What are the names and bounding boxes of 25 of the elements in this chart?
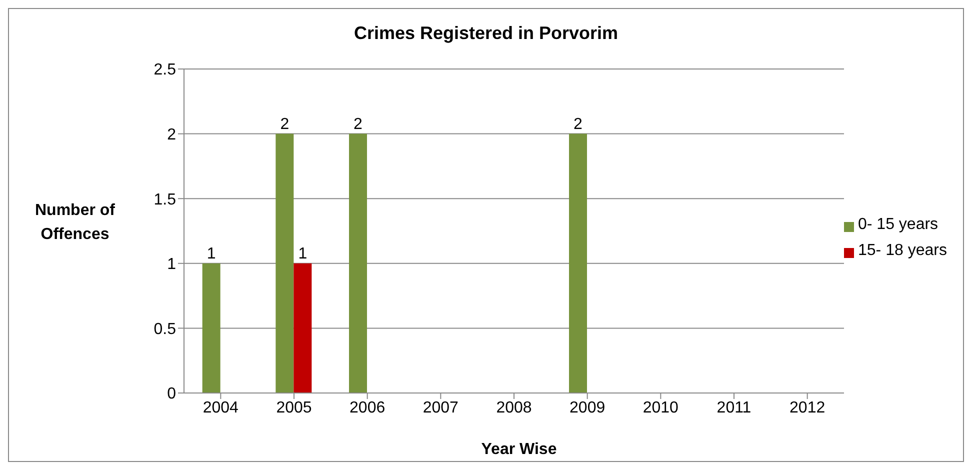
y-axis-title: Number of Offences [34, 201, 116, 245]
x-tick-label: 2010 [642, 399, 679, 416]
chart-title: Crimes Registered in Porvorim [352, 23, 620, 44]
data-label: 2 [280, 116, 290, 133]
x-tick-label: 2005 [276, 399, 312, 416]
x-tick-label: 2009 [570, 399, 606, 416]
y-tick-label: 2.5 [154, 62, 176, 79]
legend-label: 0- 15 years [858, 215, 938, 235]
y-tick-label: 0 [167, 386, 176, 403]
y-tick-label: 0.5 [154, 320, 176, 338]
data-label: 1 [298, 245, 308, 262]
y-tick-label: 2 [167, 126, 176, 144]
x-axis-title: Year Wise [480, 441, 558, 459]
y-tick-label: 1 [167, 256, 176, 274]
y-tick-label: 1.5 [154, 191, 176, 208]
x-tick-label: 2004 [202, 399, 239, 416]
x-tick-label: 2011 [716, 399, 752, 416]
x-tick-label: 2012 [790, 399, 826, 416]
legend-label: 15- 18 years [858, 241, 947, 261]
data-label: 2 [354, 116, 363, 133]
data-label: 1 [206, 245, 216, 262]
data-label: 2 [574, 116, 583, 133]
x-tick-label: 2006 [350, 399, 386, 416]
x-tick-label: 2008 [496, 399, 532, 416]
x-tick-label: 2007 [422, 399, 459, 416]
